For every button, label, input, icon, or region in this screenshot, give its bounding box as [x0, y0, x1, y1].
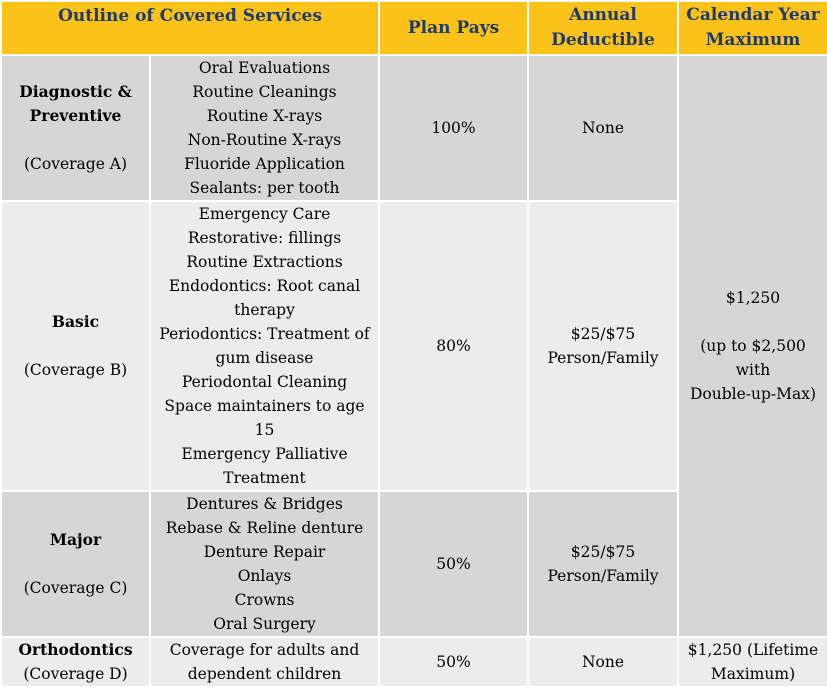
- calendar-max-note: Double-up-Max): [689, 385, 817, 403]
- service-item: Endodontics: Root canal: [168, 277, 361, 295]
- service-item: Treatment: [223, 469, 306, 487]
- category-name: Preventive: [29, 106, 122, 125]
- deductible-basis: Person/Family: [547, 349, 659, 367]
- services-cell: Dentures & Bridges Rebase & Reline dentu…: [149, 490, 380, 638]
- table-row: Basic (Coverage B) Emergency Care Restor…: [0, 200, 827, 492]
- lifetime-max-note: Maximum): [710, 665, 796, 683]
- table-row: Diagnostic & Preventive (Coverage A) Ora…: [0, 54, 827, 638]
- service-item: Rebase & Reline denture: [165, 519, 364, 537]
- plan-pays-cell: 100%: [378, 54, 529, 202]
- deductible-value: None: [581, 653, 625, 671]
- coverage-label: (Coverage C): [23, 579, 128, 597]
- service-item: Oral Surgery: [213, 615, 316, 633]
- plan-pays-cell: 80%: [378, 200, 529, 492]
- deductible-cell: None: [527, 636, 679, 688]
- coverage-label: (Coverage A): [23, 155, 128, 173]
- category-name: Diagnostic &: [19, 82, 132, 101]
- service-item: Onlays: [237, 567, 292, 585]
- deductible-basis: Person/Family: [547, 567, 659, 585]
- services-cell: Oral Evaluations Routine Cleanings Routi…: [149, 54, 380, 202]
- category-name: Major: [49, 530, 102, 549]
- service-item: Non-Routine X-rays: [187, 131, 342, 149]
- header-maximum-line2: Maximum: [705, 30, 801, 50]
- service-item: Routine Cleanings: [192, 83, 337, 101]
- service-item: gum disease: [215, 349, 314, 367]
- calendar-max-note: (up to $2,500: [700, 337, 806, 355]
- deductible-value: $25/$75: [570, 325, 636, 343]
- table-row: Major (Coverage C) Dentures & Bridges Re…: [0, 490, 827, 638]
- category-cell: Diagnostic & Preventive (Coverage A): [0, 54, 151, 202]
- service-item: Sealants: per tooth: [189, 179, 340, 197]
- service-item: therapy: [234, 301, 295, 319]
- header-plan-pays: Plan Pays: [378, 0, 529, 56]
- plan-pays-cell: 50%: [378, 490, 529, 638]
- service-item: Emergency Care: [198, 205, 331, 223]
- service-item: Fluoride Application: [184, 155, 345, 173]
- service-item: Denture Repair: [203, 543, 326, 561]
- deductible-value: None: [581, 119, 625, 137]
- header-deductible-line1: Annual: [569, 5, 637, 25]
- category-name: Orthodontics: [18, 640, 133, 659]
- deductible-cell: $25/$75 Person/Family: [527, 200, 679, 492]
- coverage-label: (Coverage B): [23, 361, 128, 379]
- category-cell: Orthodontics (Coverage D): [0, 636, 151, 688]
- calendar-max-amount: $1,250: [725, 289, 781, 307]
- table-row: Orthodontics (Coverage D) Coverage for a…: [0, 636, 827, 688]
- service-item: Crowns: [234, 591, 295, 609]
- header-services: Outline of Covered Services: [0, 0, 380, 56]
- service-item: Restorative: fillings: [187, 229, 342, 247]
- category-name: Basic: [51, 312, 100, 331]
- service-item: Space maintainers to age: [164, 397, 365, 415]
- deductible-cell: None: [527, 54, 679, 202]
- calendar-max-note: with: [735, 361, 771, 379]
- service-item: Routine X-rays: [206, 107, 323, 125]
- services-cell: Emergency Care Restorative: fillings Rou…: [149, 200, 380, 492]
- service-item: 15: [254, 421, 275, 439]
- category-cell: Major (Coverage C): [0, 490, 151, 638]
- deductible-cell: $25/$75 Person/Family: [527, 490, 679, 638]
- service-item: Coverage for adults and: [169, 641, 360, 659]
- service-item: Periodontics: Treatment of: [159, 325, 370, 343]
- category-cell: Basic (Coverage B): [0, 200, 151, 492]
- calendar-max-cell: $1,250 (up to $2,500 with Double-up-Max): [677, 54, 827, 638]
- header-maximum: Calendar Year Maximum: [677, 0, 827, 56]
- header-row: Outline of Covered Services Plan Pays An…: [0, 0, 827, 56]
- service-item: Periodontal Cleaning: [181, 373, 348, 391]
- service-item: dependent children: [187, 665, 342, 683]
- header-deductible-line2: Deductible: [551, 30, 655, 50]
- header-deductible: Annual Deductible: [527, 0, 679, 56]
- lifetime-max-cell: $1,250 (Lifetime Maximum): [677, 636, 827, 688]
- service-item: Dentures & Bridges: [186, 495, 343, 513]
- service-item: Routine Extractions: [186, 253, 343, 271]
- service-item: Emergency Palliative: [181, 445, 348, 463]
- header-maximum-line1: Calendar Year: [686, 5, 820, 25]
- lifetime-max-amount: $1,250 (Lifetime: [687, 641, 819, 659]
- service-item: Oral Evaluations: [198, 59, 331, 77]
- coverage-label: (Coverage D): [23, 665, 128, 683]
- plan-pays-cell: 50%: [378, 636, 529, 688]
- services-cell: Coverage for adults and dependent childr…: [149, 636, 380, 688]
- deductible-value: $25/$75: [570, 543, 636, 561]
